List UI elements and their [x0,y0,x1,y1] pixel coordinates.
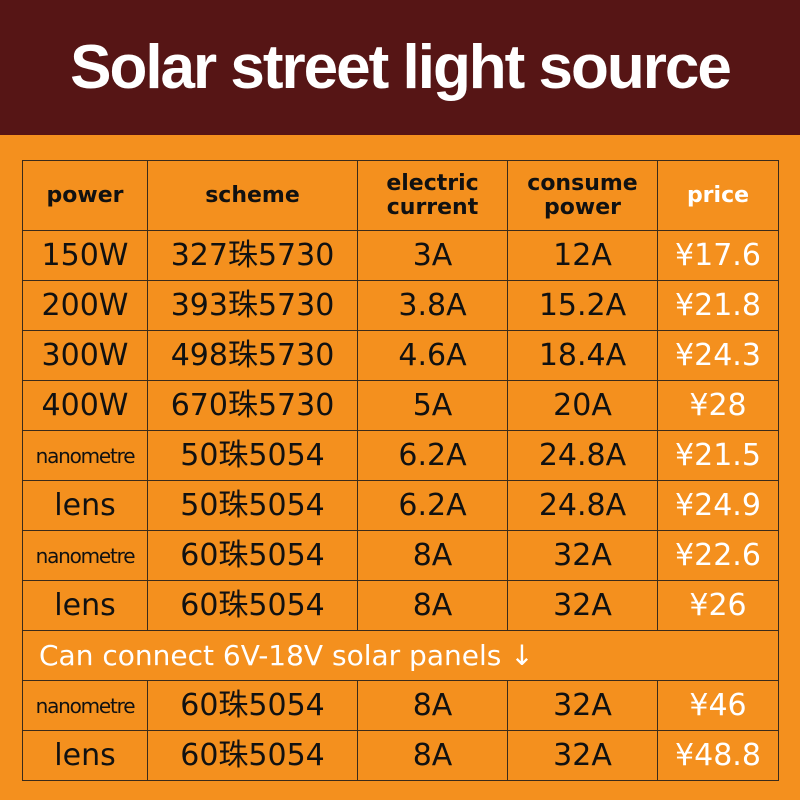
table-cell: ¥24.9 [657,480,779,531]
title: Solar street light source [70,33,732,102]
table-cell: 393珠5730 [147,280,358,331]
table-cell: 3.8A [357,280,508,331]
table-cell: ¥21.8 [657,280,779,331]
table-cell: 50珠5054 [147,430,358,481]
table-cell: lens [22,730,148,781]
table-cell: 8A [357,580,508,631]
table-cell: 200W [22,280,148,331]
table-cell: 8A [357,680,508,731]
table-cell: 20A [507,380,658,431]
column-header: price [657,160,779,231]
table-cell: 12A [507,230,658,281]
table-cell: ¥46 [657,680,779,731]
table-cell: 32A [507,680,658,731]
table-cell: nanometre [22,430,148,481]
table-cell: 18.4A [507,330,658,381]
note-row: Can connect 6V-18V solar panels ↓ [22,630,779,681]
table-cell: 32A [507,580,658,631]
table-cell: 50珠5054 [147,480,358,531]
table-cell: 5A [357,380,508,431]
table-cell: 150W [22,230,148,281]
table-cell: 6.2A [357,480,508,531]
table-cell: lens [22,580,148,631]
table-cell: 15.2A [507,280,658,331]
table-cell: nanometre [22,680,148,731]
table-cell: 60珠5054 [147,580,358,631]
table-cell: 60珠5054 [147,680,358,731]
table-cell: 300W [22,330,148,381]
table-cell: 32A [507,530,658,581]
column-header: consume power [507,160,658,231]
table-cell: ¥21.5 [657,430,779,481]
column-header: electric current [357,160,508,231]
table-cell: 60珠5054 [147,730,358,781]
table-cell: ¥48.8 [657,730,779,781]
table-cell: 327珠5730 [147,230,358,281]
table-cell: 24.8A [507,430,658,481]
table-cell: 670珠5730 [147,380,358,431]
table-cell: 60珠5054 [147,530,358,581]
table-cell: 8A [357,530,508,581]
table-cell: 8A [357,730,508,781]
table-cell: 32A [507,730,658,781]
table-cell: 498珠5730 [147,330,358,381]
column-header: scheme [147,160,358,231]
table-cell: lens [22,480,148,531]
table-cell: 400W [22,380,148,431]
table-cell: ¥22.6 [657,530,779,581]
column-header: power [22,160,148,231]
table-cell: 6.2A [357,430,508,481]
table-cell: 24.8A [507,480,658,531]
table-cell: ¥24.3 [657,330,779,381]
table-cell: nanometre [22,530,148,581]
title-band [0,0,800,135]
table-cell: ¥28 [657,380,779,431]
table-cell: ¥17.6 [657,230,779,281]
table-cell: ¥26 [657,580,779,631]
table-cell: 3A [357,230,508,281]
table-cell: 4.6A [357,330,508,381]
